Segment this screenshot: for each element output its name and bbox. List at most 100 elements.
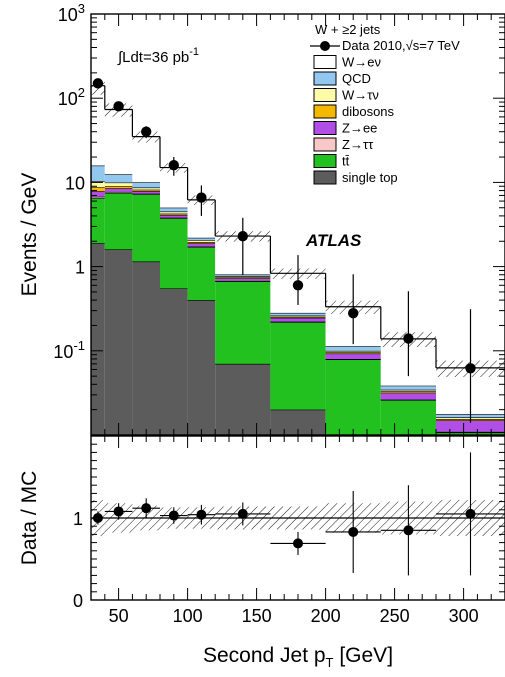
axis-titles: Events / GeV Data / MC Second Jet pT [GeV]	[18, 173, 393, 670]
bar-tt--bin-8	[380, 400, 436, 435]
bar-z-ee-bin-3	[160, 214, 188, 218]
legend-label: W→eν	[342, 55, 381, 70]
legend-data-marker	[320, 41, 330, 51]
bar-z-ee-bin-4	[187, 243, 216, 247]
bar-qcd-bin-7	[325, 346, 381, 351]
data-point	[237, 230, 248, 242]
bar-w--bin-7	[325, 350, 381, 353]
legend-swatch	[313, 170, 337, 185]
ratio-point	[196, 509, 207, 520]
data-point	[348, 307, 359, 319]
bar-w-e--bin-1	[104, 109, 133, 175]
bar-dibosons-bin-3	[160, 213, 188, 215]
x-tick-label: 300	[449, 606, 479, 626]
bar-tt--bin-6	[270, 321, 326, 410]
legend-label: single top	[342, 170, 398, 185]
bar-tt--bin-2	[132, 194, 160, 262]
data-point	[141, 126, 152, 137]
y-tick-label: 1	[75, 258, 85, 278]
bar-tt--bin-1	[104, 192, 133, 250]
data-points	[92, 78, 476, 423]
bar-single-top-bin-5	[215, 363, 271, 435]
ratio-axes: 50 100 150 200 250 300 0 1	[73, 435, 505, 626]
bar-z-ee-bin-6	[270, 317, 326, 322]
bar-tt--bin-0	[91, 198, 105, 244]
legend-title: W + ≥2 jets	[315, 22, 381, 37]
legend-label: dibosons	[342, 104, 395, 119]
bar-qcd-bin-8	[380, 385, 436, 390]
y-axis-title: Events / GeV	[18, 173, 41, 297]
legend-label: tt̄	[342, 154, 350, 169]
stacked-histogram	[91, 85, 505, 435]
legend-label: Z→ee	[342, 121, 377, 136]
ratio-point	[293, 538, 303, 549]
x-tick-label: 50	[109, 606, 129, 626]
atlas-label: ATLAS	[305, 231, 362, 250]
bar-single-top-bin-3	[160, 288, 188, 435]
ratio-y-tick-label: 0	[73, 591, 83, 611]
bar-single-top-bin-1	[104, 249, 133, 435]
bar-qcd-bin-6	[270, 312, 326, 316]
bar-dibosons-bin-0	[91, 187, 105, 192]
bar-w--bin-2	[132, 187, 160, 190]
bar-tt--bin-7	[325, 359, 381, 435]
ratio-point	[403, 525, 414, 536]
x-axis-title: Second Jet pT [GeV]	[203, 644, 393, 670]
bar-z-ee-bin-2	[132, 191, 160, 194]
bar-qcd-bin-2	[132, 182, 160, 188]
data-point	[168, 160, 179, 171]
bar-w--bin-0	[91, 181, 105, 188]
bar-w-e--bin-0	[91, 85, 105, 166]
bar-w--bin-8	[380, 389, 436, 392]
ratio-point	[237, 508, 248, 519]
legend-swatch	[313, 121, 337, 135]
ratio-point	[465, 508, 476, 519]
annotations: ∫Ldt=36 pb-1 ATLAS	[117, 46, 362, 250]
data-point	[196, 192, 207, 203]
legend-swatch	[313, 154, 337, 168]
y-tick-label: 103	[58, 1, 85, 25]
bar-qcd-bin-1	[104, 174, 133, 183]
x-tick-label: 150	[242, 606, 272, 626]
data-point	[92, 78, 104, 89]
bar-tt--bin-3	[160, 218, 188, 289]
bar-dibosons-bin-2	[132, 189, 160, 192]
legend-swatch	[313, 88, 337, 102]
legend-swatch	[313, 55, 337, 69]
y-tick-label: 10	[65, 173, 85, 193]
data-point	[113, 101, 124, 112]
bar-z-ee-bin-1	[104, 188, 133, 192]
legend-label: QCD	[342, 71, 371, 86]
bar-w-e--bin-2	[132, 136, 160, 183]
bar-w--bin-1	[104, 182, 133, 187]
ratio-y-tick-label: 1	[73, 509, 83, 529]
bar-single-top-bin-2	[132, 261, 160, 435]
legend-swatch	[313, 137, 337, 152]
bar-qcd-bin-0	[91, 165, 105, 182]
ratio-point	[168, 510, 179, 521]
ratio-point	[348, 526, 359, 537]
bar-w--bin-3	[160, 211, 188, 214]
bar-qcd-bin-3	[160, 207, 188, 212]
bar-z-ee-bin-7	[325, 353, 381, 360]
bar-qcd-bin-5	[215, 274, 271, 277]
bar-z-ee-bin-5	[215, 278, 271, 281]
y-tick-label: 102	[58, 85, 85, 109]
data-point	[292, 280, 304, 291]
luminosity-label: ∫Ldt=36 pb-1	[117, 46, 199, 66]
bar-z-ee-bin-9	[436, 420, 505, 432]
data-point	[403, 333, 414, 344]
legend-label: W→τν	[342, 88, 379, 103]
legend-label: Z→ττ	[342, 137, 374, 152]
bar-tt--bin-4	[187, 247, 216, 301]
bar-dibosons-bin-1	[104, 186, 133, 189]
ratio-point	[113, 506, 124, 517]
bar-single-top-bin-4	[187, 300, 216, 435]
bar-single-top-bin-0	[91, 243, 105, 435]
bar-qcd-bin-4	[187, 237, 216, 241]
bar-dibosons-bin-4	[187, 241, 216, 244]
bar-z-ee-bin-0	[91, 191, 105, 197]
